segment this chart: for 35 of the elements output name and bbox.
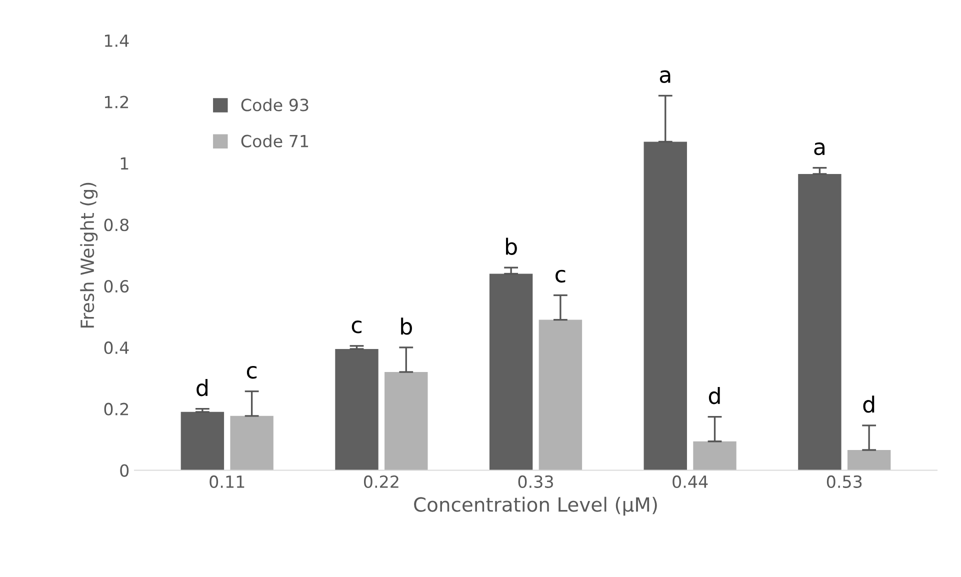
data-label: b [506,238,517,255]
data-label: c [556,270,566,283]
legend-label: Code 93 [241,98,308,112]
data-label: d [863,396,874,413]
y-axis-title: Fresh Weight (g) [80,182,98,328]
bar [230,416,274,470]
y-tick-label: 0 [120,464,129,477]
y-tick-label: 0.6 [104,280,129,293]
y-tick-label: 1.2 [105,96,128,108]
x-tick-label: 0.11 [210,475,244,488]
x-tick-label: 0.33 [518,475,553,488]
y-tick-label: 0.4 [104,341,129,354]
data-label: c [352,320,362,334]
bar [384,372,428,470]
data-label: a [660,70,670,84]
legend-label: Code 71 [241,134,308,148]
bar [847,450,891,470]
data-label: b [401,318,412,335]
bar [798,174,842,470]
x-tick-label: 0.53 [826,475,862,488]
bar [180,412,224,470]
data-label: a [814,142,824,156]
data-label: c [246,366,257,379]
y-tick-label: 0.8 [104,218,129,232]
data-label: d [196,379,208,396]
data-label: d [708,386,720,404]
x-tick-label: 0.22 [364,475,398,488]
bar [335,348,378,470]
y-tick-label: 1.4 [105,34,129,47]
x-axis-title: Concentration Level (µM) [414,496,657,516]
bar [693,441,736,470]
y-tick-label: 0.2 [104,402,128,416]
bar [538,320,582,470]
x-tick-label: 0.44 [672,475,708,488]
y-tick-label: 1 [120,157,128,170]
